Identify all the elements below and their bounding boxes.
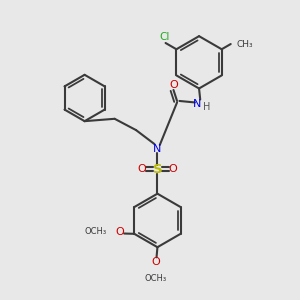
Text: CH₃: CH₃ [236,40,253,49]
Text: N: N [153,143,162,154]
Text: O: O [152,257,160,267]
Text: Cl: Cl [160,32,170,41]
Text: O: O [169,80,178,90]
Text: S: S [153,163,162,176]
Text: OCH₃: OCH₃ [145,274,167,283]
Text: O: O [116,227,124,237]
Text: H: H [203,102,211,112]
Text: O: O [169,164,177,174]
Text: OCH₃: OCH₃ [85,226,107,236]
Text: O: O [138,164,146,174]
Text: N: N [193,99,201,109]
